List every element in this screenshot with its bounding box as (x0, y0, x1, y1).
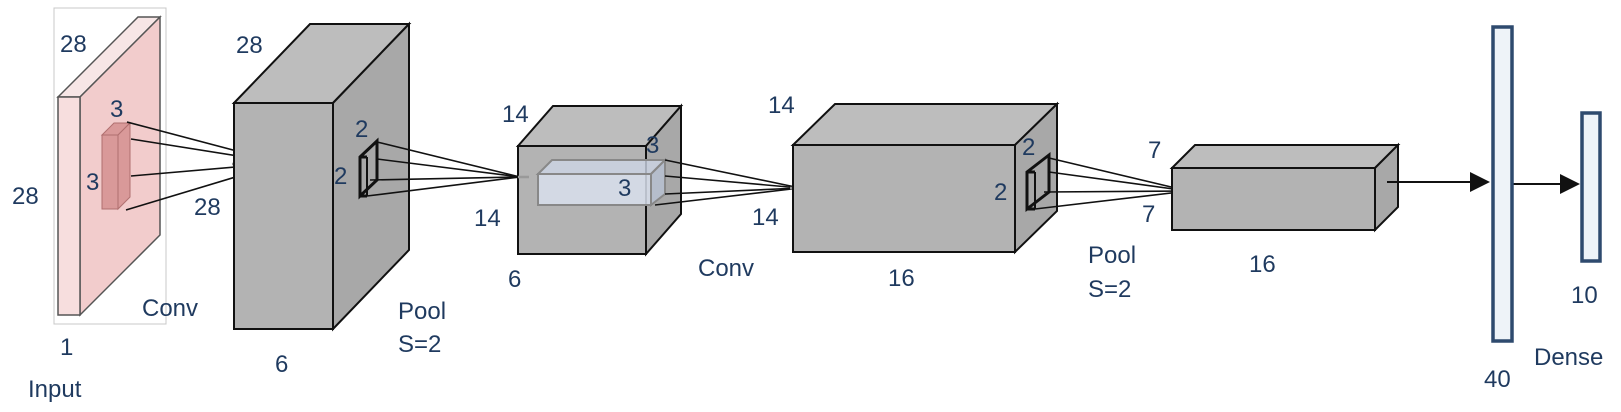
conv2-pool-w-label: 2 (1022, 134, 1035, 161)
conv2-block (790, 101, 1060, 255)
input-front-face (57, 96, 81, 316)
conv2-op-label: Conv (698, 255, 754, 282)
block4-top-face (1169, 144, 1401, 169)
block2-kernel-h-label: 3 (618, 175, 631, 202)
block2-height-label: 14 (474, 205, 501, 232)
block2-width-label: 14 (502, 101, 529, 128)
block4-front-face (1171, 167, 1376, 231)
dense-layer-10 (1580, 111, 1602, 263)
conv1-pool-h-label: 2 (334, 163, 347, 190)
input-height-label: 28 (12, 183, 39, 210)
conv2-outsize-label: 14 (752, 204, 779, 231)
pool2-op-line2: S=2 (1088, 276, 1131, 303)
input-kernel-side (117, 121, 131, 211)
block2 (515, 103, 684, 257)
input-kernel-front (101, 134, 119, 210)
pool2-projection-lines (1034, 157, 1189, 210)
pool1-projection-lines (366, 141, 521, 197)
conv1-op-label: Conv (142, 295, 198, 322)
input-kernel-w-label: 3 (110, 96, 123, 123)
input-depth-label: 1 (60, 334, 73, 361)
dense-layer1-units-label: 40 (1484, 366, 1511, 393)
conv2-front-face (792, 144, 1016, 253)
conv1-front-face (233, 102, 334, 330)
block4-channels-label: 16 (1249, 251, 1276, 278)
block2-kernel-front (537, 173, 652, 206)
block2-channels-label: 6 (508, 266, 521, 293)
conv2-pool-h-label: 2 (994, 179, 1007, 206)
input-layer (53, 7, 167, 325)
input-frame (53, 7, 167, 325)
conv1-block (231, 21, 412, 332)
pool1-op-line2: S=2 (398, 331, 441, 358)
conv1-height-label: 28 (236, 32, 263, 59)
conv2-projection-lines (654, 159, 801, 206)
dense-layer-40 (1491, 25, 1514, 343)
block4-height-label: 7 (1142, 201, 1155, 228)
input-name-label: Input (28, 376, 82, 403)
dense-layer2-units-label: 10 (1571, 282, 1598, 309)
conv1-outsize-label: 28 (194, 194, 221, 221)
conv1-pool-w-label: 2 (355, 116, 368, 143)
conv2-height-label: 14 (768, 92, 795, 119)
input-width-label: 28 (60, 31, 87, 58)
input-kernel-h-label: 3 (86, 169, 99, 196)
block4-width-label: 7 (1148, 137, 1161, 164)
dense-name-label: Dense (1534, 344, 1603, 371)
block4 (1169, 142, 1401, 233)
block2-kernel-w-label: 3 (646, 132, 659, 159)
conv2-top-face (790, 103, 1060, 146)
conv2-channels-label: 16 (888, 265, 915, 292)
block2-kernel-top (535, 159, 668, 175)
pool1-op-line1: Pool (398, 298, 446, 325)
pool2-op-line1: Pool (1088, 242, 1136, 269)
conv1-channels-label: 6 (275, 351, 288, 378)
